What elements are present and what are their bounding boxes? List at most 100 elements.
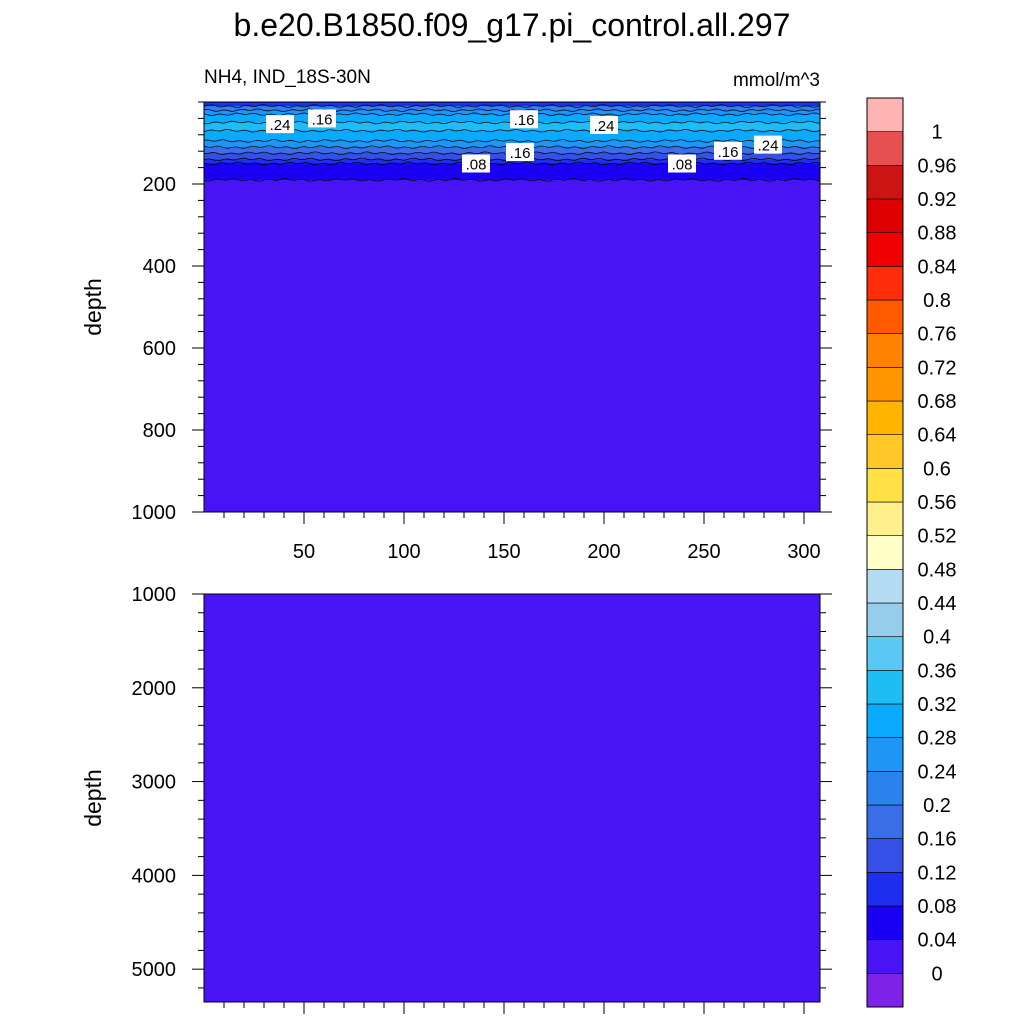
contour-label: .16	[718, 144, 739, 161]
colorbar-swatch	[866, 838, 904, 873]
colorbar-label: 0.44	[918, 593, 957, 615]
colorbar-swatch	[866, 569, 904, 604]
y-tick-label: 200	[143, 174, 176, 196]
contour-label-box	[510, 110, 538, 129]
contour-label: .24	[758, 138, 779, 155]
contour-line	[203, 128, 821, 133]
colorbar-label: 0.92	[918, 189, 957, 211]
colorbar-label: 1	[931, 122, 942, 144]
colorbar-label: 0.56	[918, 492, 957, 514]
contour-label: .24	[594, 118, 615, 135]
colorbar-label: 0	[931, 963, 942, 985]
colorbar-swatch	[866, 198, 904, 233]
contour-line	[203, 139, 821, 143]
colorbar-label: 0.32	[918, 694, 957, 716]
depth-layer	[204, 179, 820, 512]
chart-title: b.e20.B1850.f09_g17.pi_control.all.297	[234, 7, 791, 43]
y-tick-label: 4000	[132, 865, 177, 887]
contour-label-box	[462, 154, 490, 173]
colorbar-label: 0.84	[918, 256, 957, 278]
depth-layer	[204, 594, 820, 1002]
colorbar-swatch	[866, 299, 904, 334]
colorbar-label: 0.76	[918, 324, 957, 346]
colorbar-swatch	[866, 165, 904, 200]
contour-label: .08	[672, 157, 693, 174]
colorbar-label: 0.8	[923, 290, 951, 312]
chart-subtitle-left: NH4, IND_18S-30N	[204, 67, 371, 88]
colorbar-swatch	[866, 400, 904, 435]
y-tick-label: 400	[143, 256, 176, 278]
colorbar-label: 0.72	[918, 357, 957, 379]
colorbar-frame	[866, 97, 904, 1008]
y-tick-label: 5000	[132, 959, 177, 981]
contour-line	[203, 108, 821, 113]
colorbar-label: 0.04	[918, 930, 957, 952]
colorbar-label: 0.16	[918, 829, 957, 851]
contour-label-box	[754, 135, 782, 154]
colorbar-swatch	[866, 973, 904, 1008]
contour-label-box	[714, 141, 742, 160]
colorbar-label: 0.52	[918, 526, 957, 548]
panel-lower: 1000 2000 3000 4000 5000 depth	[80, 584, 832, 1014]
colorbar-label: 0.64	[918, 425, 957, 447]
x-tick-label: 150	[487, 541, 520, 563]
y-axis-label: depth	[80, 769, 106, 827]
colorbar-label: 0.24	[918, 761, 957, 783]
colorbar-swatch	[866, 333, 904, 368]
colorbar: 0 0.04 0.08 0.12 0.16 0.2 0.24 0.28 0.32 0.36 0.4 0…	[866, 97, 957, 1008]
colorbar-label: 0.4	[923, 627, 951, 649]
y-axis-label: depth	[80, 278, 106, 336]
colorbar-label: 0.6	[923, 458, 951, 480]
y-tick-label: 1000	[132, 502, 177, 524]
colorbar-swatch	[866, 939, 904, 974]
colorbar-swatch	[866, 804, 904, 839]
colorbar-label: 0.96	[918, 155, 957, 177]
colorbar-swatch	[866, 535, 904, 570]
x-tick-label: 200	[587, 541, 620, 563]
colorbar-label: 0.12	[918, 862, 957, 884]
depth-layer	[204, 159, 820, 164]
colorbar-swatch	[866, 468, 904, 503]
y-tick-label: 1000	[132, 584, 177, 606]
colorbar-label: 0.28	[918, 728, 957, 750]
x-tick-label: 250	[687, 541, 720, 563]
contour-label: .16	[514, 112, 535, 129]
contour-label: .16	[510, 145, 531, 162]
depth-layer	[204, 130, 820, 141]
colorbar-swatch	[866, 367, 904, 402]
colorbar-swatch	[866, 771, 904, 806]
chart-units-label: mmol/m^3	[733, 70, 820, 91]
contour-label-box	[308, 109, 336, 128]
contour-line	[203, 161, 821, 166]
colorbar-swatch	[866, 737, 904, 772]
contour-label-box	[266, 115, 294, 134]
panel-frame	[203, 593, 821, 1003]
contour-label: .08	[466, 157, 487, 174]
depth-layer	[204, 102, 820, 107]
contour-line	[203, 104, 821, 108]
colorbar-label: 0.48	[918, 559, 957, 581]
colorbar-swatch	[866, 602, 904, 637]
colorbar-swatch	[866, 905, 904, 940]
contour-label-box	[668, 154, 696, 173]
y-tick-label: 800	[143, 420, 176, 442]
contour-label-box	[590, 115, 618, 134]
panel-frame	[203, 101, 821, 513]
colorbar-label: 0.88	[918, 223, 957, 245]
colorbar-swatch	[866, 232, 904, 267]
plot-panels: .24 .16 .16 .24 .08 .16 .08 .16 .24 200 400 600 800 1…	[80, 101, 832, 1014]
contour-label: .24	[270, 117, 291, 134]
panel-upper: .24 .16 .16 .24 .08 .16 .08 .16 .24 200 400 600 800 1…	[80, 101, 832, 563]
y-tick-label: 2000	[132, 678, 177, 700]
y-tick-label: 600	[143, 338, 176, 360]
x-tick-label: 100	[387, 541, 420, 563]
contour-label-box	[506, 143, 534, 162]
colorbar-swatch	[866, 872, 904, 907]
colorbar-label: 0.68	[918, 391, 957, 413]
contour-line	[203, 178, 821, 182]
depth-layer	[204, 106, 820, 111]
colorbar-swatch	[866, 434, 904, 469]
colorbar-label: 0.08	[918, 896, 957, 918]
